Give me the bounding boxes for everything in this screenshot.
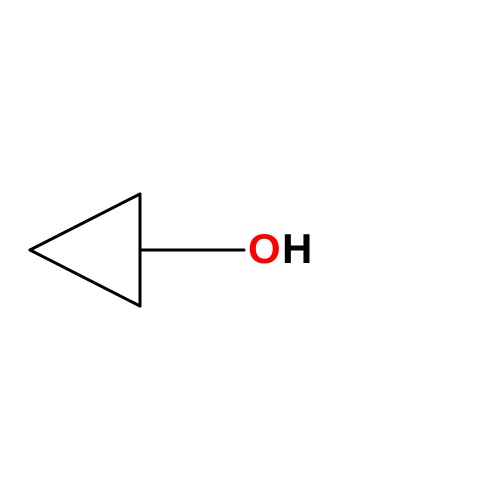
oxygen-label: O: [248, 228, 281, 270]
molecule-diagram: O H: [0, 0, 500, 500]
hydrogen-label: H: [282, 228, 312, 270]
